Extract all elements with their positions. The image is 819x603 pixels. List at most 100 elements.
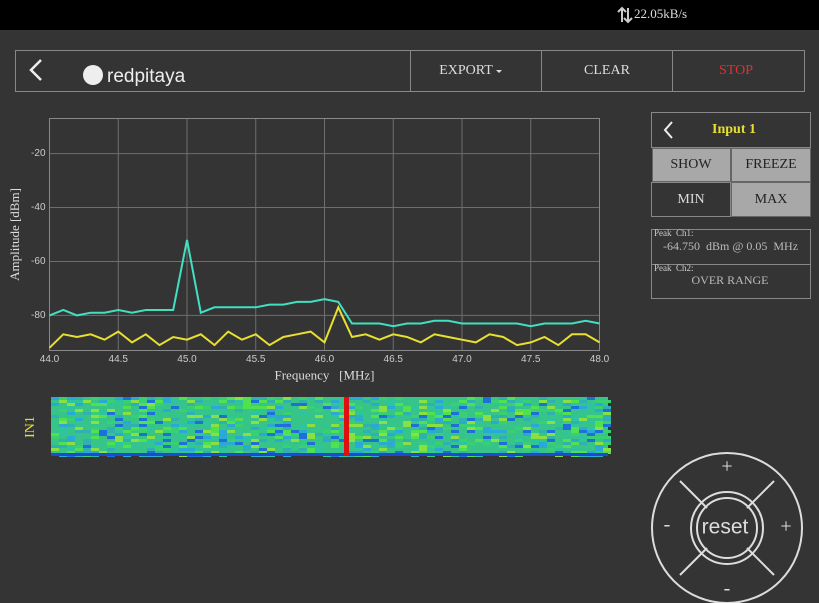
waterfall-cell bbox=[459, 406, 467, 409]
waterfall-cell bbox=[219, 442, 227, 445]
waterfall-cell bbox=[491, 421, 499, 424]
waterfall-cell bbox=[539, 403, 547, 406]
waterfall-cell bbox=[355, 412, 363, 415]
waterfall-cell bbox=[379, 406, 387, 409]
waterfall-cell bbox=[227, 415, 235, 418]
waterfall-cell bbox=[435, 418, 443, 421]
waterfall-cell bbox=[299, 412, 307, 415]
waterfall-cell bbox=[283, 445, 291, 448]
waterfall-cell bbox=[355, 436, 363, 439]
waterfall-cell bbox=[139, 415, 147, 418]
waterfall-cell bbox=[371, 403, 379, 406]
max-button[interactable] bbox=[731, 182, 811, 217]
waterfall-cell bbox=[251, 451, 259, 454]
waterfall-cell bbox=[403, 412, 411, 415]
back-button[interactable] bbox=[29, 59, 42, 81]
waterfall-cell bbox=[283, 412, 291, 415]
waterfall-cell bbox=[203, 451, 211, 454]
waterfall-cell bbox=[539, 436, 547, 439]
waterfall-cell bbox=[595, 436, 603, 439]
waterfall-cell bbox=[355, 418, 363, 421]
reset-button[interactable] bbox=[690, 491, 764, 565]
clear-button[interactable]: CLEAR bbox=[584, 63, 631, 78]
waterfall-cell bbox=[347, 403, 355, 406]
waterfall-cell bbox=[579, 406, 587, 409]
waterfall-cell bbox=[91, 415, 99, 418]
waterfall-cell bbox=[203, 403, 211, 406]
waterfall-cell bbox=[443, 442, 451, 445]
waterfall-cell bbox=[75, 430, 83, 433]
waterfall-cell bbox=[483, 418, 491, 421]
waterfall-cell bbox=[467, 418, 475, 421]
waterfall-cell bbox=[219, 430, 227, 433]
joystick-left[interactable]: - bbox=[664, 514, 671, 536]
waterfall-cell bbox=[451, 445, 459, 448]
waterfall-cell bbox=[507, 397, 515, 400]
waterfall-cell bbox=[211, 424, 219, 427]
waterfall-cell bbox=[267, 406, 275, 409]
waterfall-cell bbox=[307, 433, 315, 436]
waterfall-cell bbox=[371, 424, 379, 427]
waterfall-cell bbox=[603, 430, 611, 433]
export-button[interactable]: EXPORT bbox=[439, 63, 493, 78]
waterfall-cell bbox=[499, 397, 507, 400]
waterfall-cell bbox=[203, 436, 211, 439]
waterfall-cell bbox=[83, 412, 91, 415]
freeze-button[interactable] bbox=[731, 148, 811, 182]
waterfall-cell bbox=[363, 430, 371, 433]
waterfall-cell bbox=[267, 397, 275, 400]
waterfall-cell bbox=[195, 409, 203, 412]
waterfall-cell bbox=[435, 448, 443, 451]
waterfall-cell bbox=[251, 439, 259, 442]
waterfall-cell bbox=[363, 445, 371, 448]
waterfall-cell bbox=[219, 433, 227, 436]
waterfall-cell bbox=[323, 403, 331, 406]
waterfall-cell bbox=[267, 418, 275, 421]
waterfall-cell bbox=[147, 439, 155, 442]
waterfall-cell bbox=[155, 421, 163, 424]
waterfall-cell bbox=[499, 403, 507, 406]
waterfall-cell bbox=[315, 451, 323, 454]
waterfall-cell bbox=[251, 400, 259, 403]
waterfall-cell bbox=[427, 448, 435, 451]
waterfall-cell bbox=[147, 412, 155, 415]
joystick-down[interactable]: - bbox=[724, 578, 731, 600]
waterfall-cell bbox=[595, 442, 603, 445]
reset-inner bbox=[696, 497, 758, 559]
waterfall-cell bbox=[187, 412, 195, 415]
waterfall-cell bbox=[51, 403, 59, 406]
waterfall-cell bbox=[259, 418, 267, 421]
waterfall-cell bbox=[427, 415, 435, 418]
waterfall-cell bbox=[107, 427, 115, 430]
waterfall-cell bbox=[571, 400, 579, 403]
show-button[interactable] bbox=[652, 148, 731, 182]
waterfall-cell bbox=[251, 445, 259, 448]
joystick-right[interactable]: + bbox=[780, 516, 791, 538]
waterfall-cell bbox=[59, 424, 67, 427]
waterfall-cell bbox=[275, 415, 283, 418]
waterfall-cell bbox=[107, 403, 115, 406]
waterfall-cell bbox=[187, 448, 195, 451]
stop-button[interactable]: STOP bbox=[719, 63, 753, 78]
waterfall-cell bbox=[211, 433, 219, 436]
waterfall-cell bbox=[203, 430, 211, 433]
waterfall-cell bbox=[163, 439, 171, 442]
waterfall-cell bbox=[227, 442, 235, 445]
waterfall-cell bbox=[563, 403, 571, 406]
waterfall-cell bbox=[371, 409, 379, 412]
waterfall-cell bbox=[91, 436, 99, 439]
waterfall-cell bbox=[307, 424, 315, 427]
waterfall-cell bbox=[251, 427, 259, 430]
waterfall-cell bbox=[435, 442, 443, 445]
waterfall-cell bbox=[603, 415, 611, 418]
waterfall-cell bbox=[379, 409, 387, 412]
waterfall-cell bbox=[259, 433, 267, 436]
waterfall-cell bbox=[507, 430, 515, 433]
joystick-up[interactable]: + bbox=[721, 456, 732, 478]
input-back[interactable] bbox=[663, 121, 673, 139]
waterfall-cell bbox=[323, 436, 331, 439]
waterfall-cell bbox=[579, 421, 587, 424]
waterfall-cell bbox=[419, 412, 427, 415]
min-button[interactable] bbox=[651, 182, 731, 217]
waterfall-cell bbox=[355, 445, 363, 448]
